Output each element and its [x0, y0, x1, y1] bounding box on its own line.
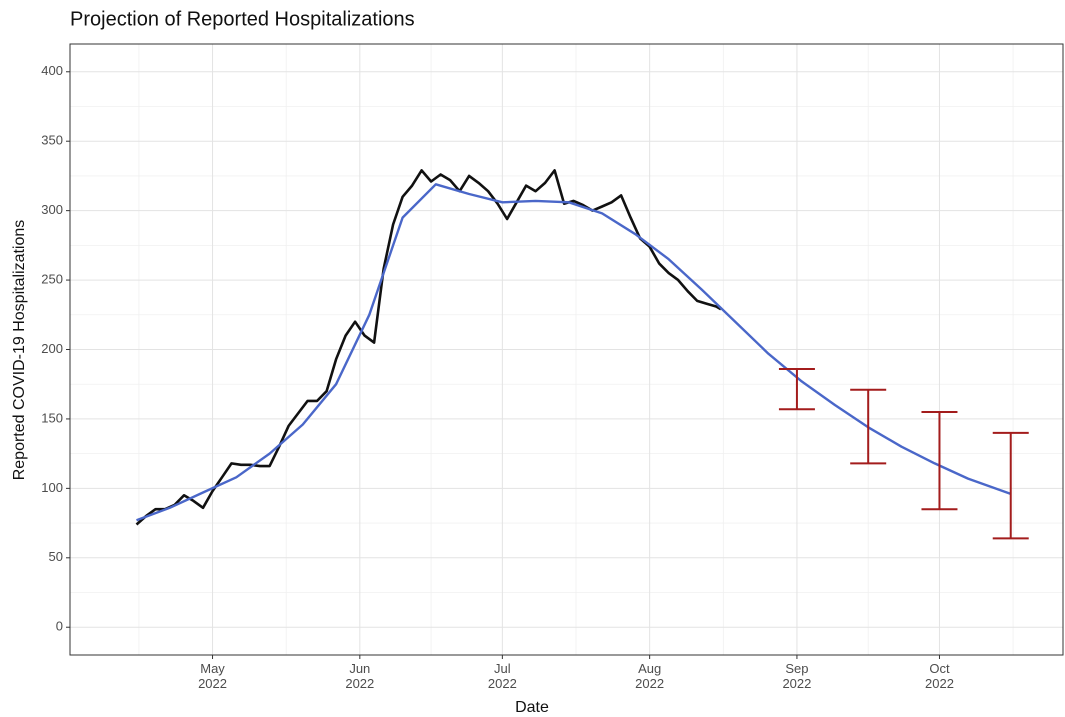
x-tick-label: Jul 2022 — [487, 661, 517, 691]
chart-title: Projection of Reported Hospitalizations — [70, 8, 415, 30]
line — [136, 183, 1012, 522]
y-tick-label: 350 — [41, 133, 63, 148]
x-tick-label: Oct 2022 — [925, 661, 954, 691]
y-tick-label: 150 — [41, 410, 63, 425]
x-tick-label: Jun 2022 — [345, 661, 375, 691]
plot-border — [69, 43, 1064, 656]
y-tick-label: 250 — [41, 272, 63, 287]
y-axis-label: Reported COVID-19 Hospitalizations — [11, 220, 28, 481]
y-tick-label: 400 — [41, 63, 63, 78]
x-tick-label: Sep 2022 — [782, 661, 812, 691]
y-tick-label: 50 — [49, 549, 63, 564]
y-tick-label: 200 — [41, 341, 63, 356]
y-tick-label: 100 — [41, 480, 63, 495]
y-tick-label: 0 — [56, 619, 63, 634]
x-tick-label: Aug 2022 — [635, 661, 665, 691]
line — [135, 169, 722, 526]
y-tick-label: 300 — [41, 202, 63, 217]
x-tick-label: May 2022 — [198, 661, 227, 691]
x-axis-label: Date — [515, 699, 549, 716]
